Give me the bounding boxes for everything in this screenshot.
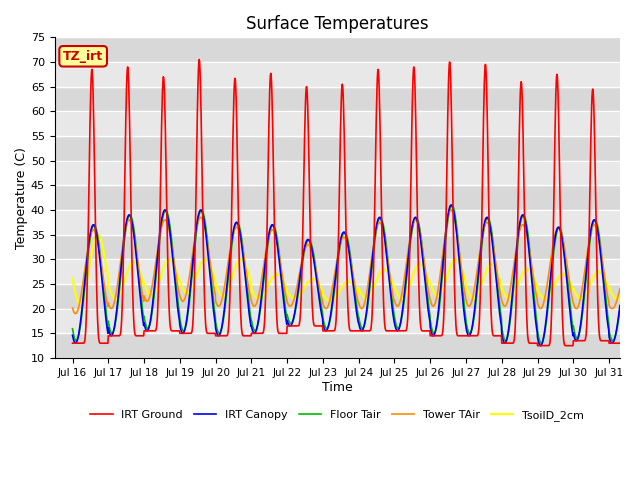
IRT Canopy	[447, 202, 455, 208]
Bar	[54, 210, 620, 235]
IRT Ground	[229, 145, 237, 151]
Tower TAir	[623, 261, 630, 266]
Tower TAir	[168, 247, 176, 253]
TsoilD_2cm	[169, 260, 177, 265]
TsoilD_2cm	[94, 232, 102, 238]
TsoilD_2cm	[550, 284, 558, 289]
IRT Canopy	[68, 332, 76, 338]
Floor Tair	[279, 282, 287, 288]
IRT Canopy	[168, 248, 176, 254]
Bar	[54, 87, 620, 111]
Text: TZ_irt: TZ_irt	[63, 50, 103, 63]
Bar	[54, 259, 620, 284]
IRT Canopy	[279, 290, 287, 296]
TsoilD_2cm	[76, 301, 84, 307]
Bar	[54, 37, 620, 62]
Line: Tower TAir: Tower TAir	[72, 210, 627, 313]
Floor Tair	[538, 340, 545, 346]
Bar	[54, 309, 620, 333]
Tower TAir	[489, 238, 497, 244]
Floor Tair	[179, 327, 186, 333]
IRT Ground	[550, 190, 558, 196]
Floor Tair	[228, 239, 236, 244]
TsoilD_2cm	[179, 287, 187, 292]
Tower TAir	[179, 299, 187, 304]
Tower TAir	[550, 236, 558, 242]
Legend: IRT Ground, IRT Canopy, Floor Tair, Tower TAir, TsoilD_2cm: IRT Ground, IRT Canopy, Floor Tair, Towe…	[86, 405, 589, 425]
Tower TAir	[447, 207, 455, 213]
IRT Ground	[168, 328, 176, 334]
IRT Ground	[279, 330, 287, 336]
Floor Tair	[623, 258, 630, 264]
Floor Tair	[448, 202, 456, 208]
TsoilD_2cm	[280, 279, 287, 285]
Line: IRT Ground: IRT Ground	[72, 60, 627, 346]
Bar	[54, 185, 620, 210]
IRT Ground	[623, 164, 630, 169]
Bar	[54, 62, 620, 87]
Line: TsoilD_2cm: TsoilD_2cm	[72, 235, 627, 304]
Y-axis label: Temperature (C): Temperature (C)	[15, 147, 28, 249]
IRT Canopy	[537, 343, 545, 348]
TsoilD_2cm	[623, 277, 630, 283]
IRT Ground	[68, 340, 76, 346]
Line: Floor Tair: Floor Tair	[72, 205, 627, 343]
X-axis label: Time: Time	[322, 381, 353, 394]
Line: IRT Canopy: IRT Canopy	[72, 205, 627, 346]
Floor Tair	[68, 326, 76, 332]
Bar	[54, 136, 620, 161]
Floor Tair	[488, 231, 496, 237]
Tower TAir	[229, 232, 237, 238]
Bar	[54, 161, 620, 185]
Tower TAir	[68, 305, 76, 311]
IRT Ground	[195, 57, 203, 62]
IRT Canopy	[179, 330, 186, 336]
IRT Canopy	[488, 238, 496, 243]
IRT Ground	[488, 327, 496, 333]
Bar	[54, 111, 620, 136]
Bar	[54, 284, 620, 309]
Bar	[54, 333, 620, 358]
Floor Tair	[168, 240, 176, 246]
TsoilD_2cm	[229, 271, 237, 277]
TsoilD_2cm	[489, 262, 497, 267]
Tower TAir	[279, 277, 287, 283]
Bar	[54, 235, 620, 259]
Tower TAir	[72, 311, 79, 316]
Title: Surface Temperatures: Surface Temperatures	[246, 15, 429, 33]
IRT Ground	[534, 343, 541, 348]
Floor Tair	[550, 247, 558, 253]
IRT Canopy	[228, 234, 236, 240]
IRT Ground	[179, 330, 186, 336]
TsoilD_2cm	[68, 275, 76, 281]
IRT Canopy	[623, 254, 630, 260]
IRT Canopy	[550, 242, 558, 248]
